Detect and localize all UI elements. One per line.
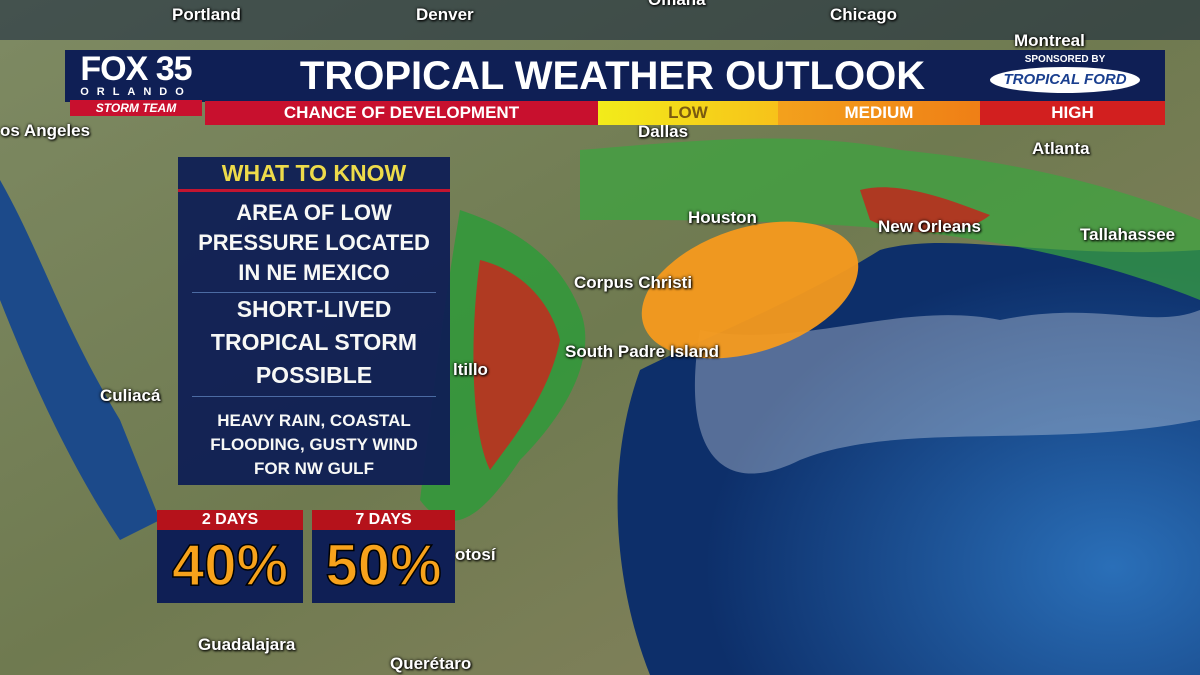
outlook-area: [641, 221, 859, 359]
odds-label: 7 DAYS: [312, 510, 455, 530]
clouds: [694, 310, 1200, 474]
city-label: New Orleans: [878, 217, 981, 236]
city-label: Portland: [172, 5, 241, 24]
odds-box: 2 DAYS 40%: [157, 510, 303, 603]
title: TROPICAL WEATHER OUTLOOK: [299, 54, 926, 98]
panel-item: SHORT-LIVED TROPICAL STORM POSSIBLE: [192, 293, 436, 397]
city-label: Dallas: [638, 122, 689, 141]
odds-label: 2 DAYS: [157, 510, 303, 530]
odds-box: 7 DAYS 50%: [312, 510, 455, 603]
city-label: otosí: [455, 545, 496, 564]
odds-value: 40%: [171, 532, 289, 599]
city-label: Houston: [688, 208, 757, 227]
info-panel: WHAT TO KNOW AREA OF LOW PRESSURE LOCATE…: [178, 157, 450, 485]
city-label: Omaha: [648, 0, 706, 10]
logo: FOX 35 ORLANDO STORM TEAM: [68, 52, 204, 122]
panel-heading: WHAT TO KNOW: [178, 157, 450, 192]
city-label: Culiacá: [100, 386, 161, 405]
city-label: Corpus Christi: [574, 273, 693, 292]
city-label: Tallahassee: [1080, 225, 1176, 244]
radar-red: [473, 260, 560, 470]
panel-item: AREA OF LOW PRESSURE LOCATED IN NE MEXIC…: [192, 192, 436, 293]
radar-east-red: [860, 187, 990, 233]
gulf: [617, 242, 1200, 675]
city-label: Guadalajara: [198, 635, 296, 654]
scale-label: CHANCE OF DEVELOPMENT: [205, 101, 598, 125]
city-label: South Padre Island: [565, 342, 719, 361]
scale-low: LOW: [598, 101, 778, 125]
sponsor-name: TROPICAL FORD: [990, 67, 1140, 93]
sponsor: SPONSORED BY TROPICAL FORD: [985, 51, 1145, 93]
pacific: [0, 180, 160, 540]
city-label: Querétaro: [390, 654, 472, 673]
city-label: ltillo: [453, 360, 488, 379]
city-label: Montreal: [1014, 31, 1085, 50]
city-label: os Angeles: [0, 121, 91, 140]
logo-city: ORLANDO: [80, 86, 192, 98]
scale-high: HIGH: [980, 101, 1165, 125]
logo-team: STORM TEAM: [70, 100, 202, 116]
city-label: Chicago: [830, 5, 898, 24]
panel-item: HEAVY RAIN, COASTAL FLOODING, GUSTY WIND…: [210, 411, 418, 478]
sponsor-label: SPONSORED BY: [1024, 54, 1106, 65]
scale-medium: MEDIUM: [778, 101, 980, 125]
space: [0, 0, 1200, 40]
city-label: Denver: [416, 5, 474, 24]
logo-brand: FOX 35: [80, 50, 192, 88]
header-bar: [65, 50, 1165, 102]
odds-value: 50%: [325, 532, 443, 599]
city-label: Atlanta: [1032, 139, 1090, 158]
